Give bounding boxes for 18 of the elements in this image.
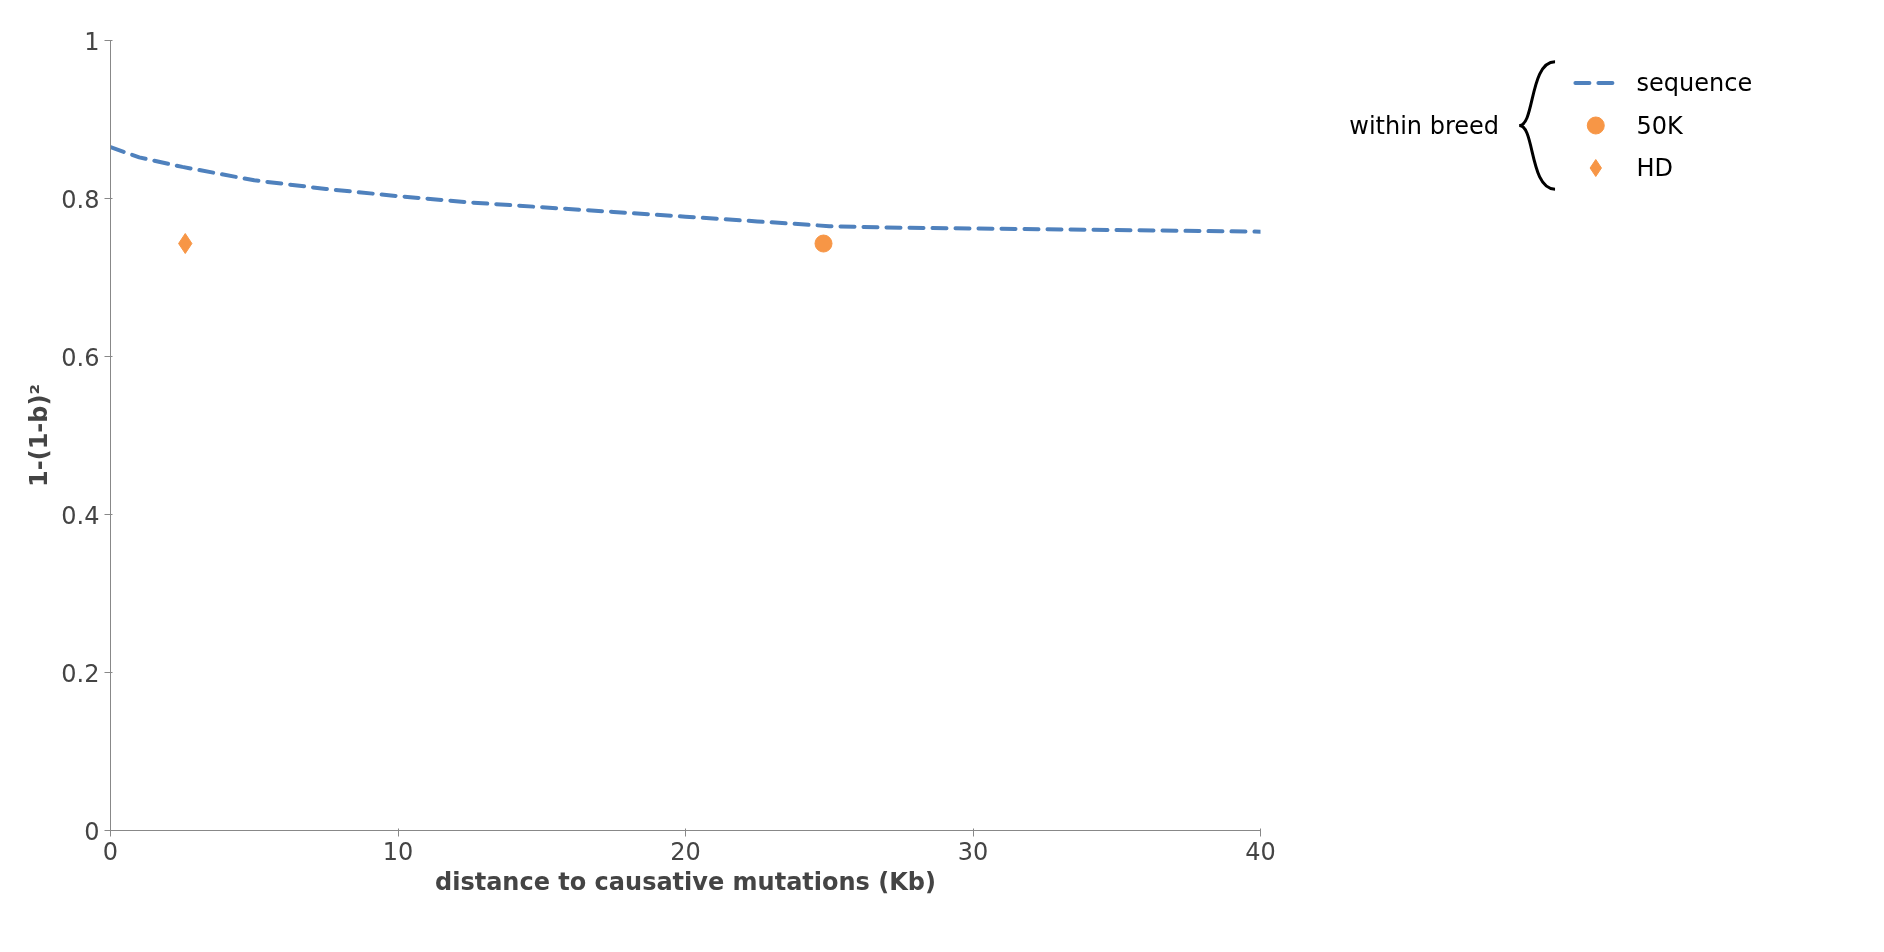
line-series [110,145,1261,234]
y-tick-label: 0.4 [61,501,100,530]
y-tick-label: 0.6 [61,343,100,372]
legend-label: sequence [1636,69,1753,97]
y-tick-label: 0.2 [61,659,100,688]
x-tick-label: 30 [957,837,989,866]
x-tick-label: 40 [1245,837,1276,866]
legend-label: 50K [1636,111,1685,140]
y-tick-label: 0 [84,817,100,846]
y-axis-title: 1-(1-b)² [25,384,54,487]
y-tick-label: 1 [84,27,100,56]
x-tick-label: 0 [102,837,119,866]
legend-title: within breed [1349,111,1500,140]
y-tick-label: 0.8 [61,185,100,214]
x-tick-label: 10 [382,837,414,866]
x-axis-title: distance to causative mutations (Kb) [435,867,936,896]
x-tick-label: 20 [670,837,701,866]
legend-label: HD [1636,154,1674,182]
